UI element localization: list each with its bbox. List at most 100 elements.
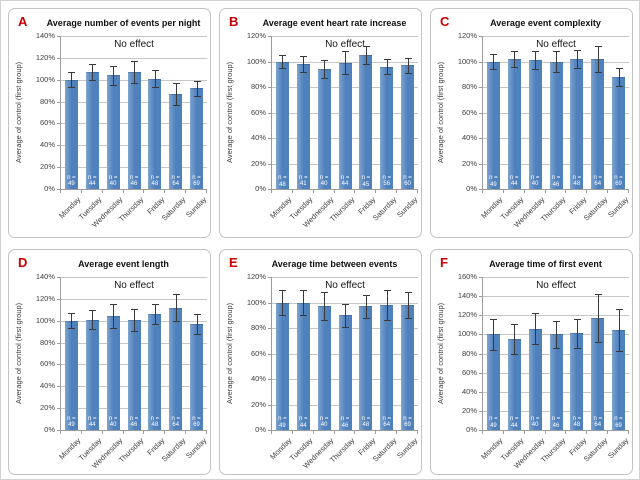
x-tick-mark (417, 431, 418, 434)
y-tick-mark (479, 353, 482, 355)
y-tick-label: 140% (35, 272, 55, 281)
x-tick-mark (628, 431, 629, 434)
n-label: n = 40 (107, 416, 120, 429)
n-label-value: 40 (531, 181, 539, 188)
n-label-value: 41 (299, 181, 307, 188)
error-bar-cap-top (383, 289, 391, 291)
x-tick-mark (101, 190, 103, 193)
y-tick-mark (479, 112, 482, 114)
y-tick-mark (268, 112, 271, 114)
y-tick-label: 120% (246, 272, 266, 281)
x-tick-mark (185, 431, 187, 434)
y-tick-label: 80% (250, 82, 266, 91)
error-bar-cap-top (532, 313, 540, 315)
bar: n = 48 (275, 61, 289, 189)
n-label-prefix: n = (593, 415, 602, 422)
error-bar-cap-bottom (300, 71, 308, 73)
y-tick-mark (57, 364, 60, 366)
x-tick-mark (354, 431, 356, 434)
error-bar-cap-top (615, 308, 623, 310)
n-label: n = 49 (487, 416, 500, 429)
n-label-prefix: n = (88, 415, 97, 422)
x-tick-mark (143, 431, 145, 434)
y-tick-mark (479, 391, 482, 393)
y-tick-mark (268, 189, 271, 190)
y-tick-label: 100% (457, 56, 477, 66)
bar: n = 64 (591, 58, 605, 189)
bar: n = 69 (401, 305, 415, 430)
x-tick-mark (523, 431, 525, 434)
error-bar (92, 64, 94, 80)
error-bar (71, 313, 73, 329)
n-label-value: 46 (130, 422, 138, 429)
error-bar (514, 51, 516, 67)
y-tick-mark (57, 189, 60, 190)
n-label-prefix: n = (361, 415, 371, 422)
bar: n = 46 (549, 61, 563, 189)
error-bar-cap-bottom (362, 64, 370, 66)
y-tick-mark (57, 167, 60, 169)
x-tick-mark (502, 190, 504, 193)
bar: n = 40 (528, 60, 542, 189)
error-bar (154, 304, 156, 324)
x-tick-mark (101, 431, 103, 434)
error-bar-cap-bottom (383, 74, 391, 76)
error-bar-cap-bottom (110, 85, 118, 87)
x-tick-mark (206, 190, 207, 193)
n-label-value: 40 (531, 422, 539, 429)
n-label-value: 64 (172, 181, 180, 188)
error-bar-cap-bottom (594, 71, 602, 73)
error-bar-cap-bottom (89, 79, 97, 81)
n-label-value: 60 (404, 181, 411, 188)
error-bar-cap-top (110, 65, 118, 67)
chart-panel-B: B Average event heart rate increase Averag… (219, 8, 422, 238)
bar: n = 49 (64, 79, 78, 189)
x-tick-mark (333, 431, 335, 434)
error-bar (282, 55, 284, 68)
gridline (483, 315, 629, 317)
x-tick-mark (333, 190, 335, 193)
error-bar-cap-bottom (151, 323, 159, 325)
error-bar-cap-bottom (553, 71, 560, 73)
bar: n = 64 (169, 93, 183, 189)
y-tick-mark (479, 372, 482, 374)
chart-panel-D: D Average event length Average of control … (8, 249, 211, 475)
error-bar-cap-top (362, 46, 370, 48)
error-bar-cap-top (172, 294, 180, 296)
error-bar-cap-bottom (532, 343, 540, 345)
error-bar-cap-bottom (279, 315, 287, 317)
error-bar-cap-top (490, 319, 498, 321)
y-tick-label: 80% (39, 96, 55, 106)
y-tick-label: 0% (255, 184, 266, 193)
n-label-value: 69 (193, 181, 200, 188)
n-label-prefix: n = (382, 174, 391, 181)
y-tick-mark (57, 145, 60, 147)
bar: n = 56 (380, 66, 394, 189)
error-bar (407, 57, 409, 73)
y-tick-label: 80% (461, 82, 477, 91)
bar: n = 60 (401, 65, 415, 189)
error-bar-cap-top (300, 289, 308, 291)
chart-panel-E: E Average time between events Average of c… (219, 249, 422, 475)
x-tick-mark (417, 190, 418, 193)
n-label: n = 46 (550, 175, 563, 188)
no-effect-annotation: No effect (325, 39, 365, 50)
error-bar (493, 53, 495, 70)
n-label-value: 46 (552, 181, 560, 188)
x-tick-mark (396, 190, 398, 193)
n-label-prefix: n = (171, 174, 180, 181)
chart-panel-C: C Average event complexity Average of cont… (430, 8, 633, 238)
panel-letter: A (18, 14, 28, 29)
x-tick-mark (565, 190, 567, 193)
x-tick-mark (122, 190, 124, 193)
n-label-prefix: n = (192, 415, 201, 422)
error-bar-cap-bottom (573, 67, 581, 69)
n-label-prefix: n = (299, 416, 308, 422)
n-label-prefix: n = (403, 174, 412, 181)
error-bar (365, 46, 367, 65)
error-bar (345, 51, 346, 75)
n-label-prefix: n = (67, 415, 76, 422)
y-tick-label: 120% (457, 31, 477, 40)
n-label-value: 48 (279, 181, 286, 188)
n-label: n = 69 (401, 416, 414, 429)
